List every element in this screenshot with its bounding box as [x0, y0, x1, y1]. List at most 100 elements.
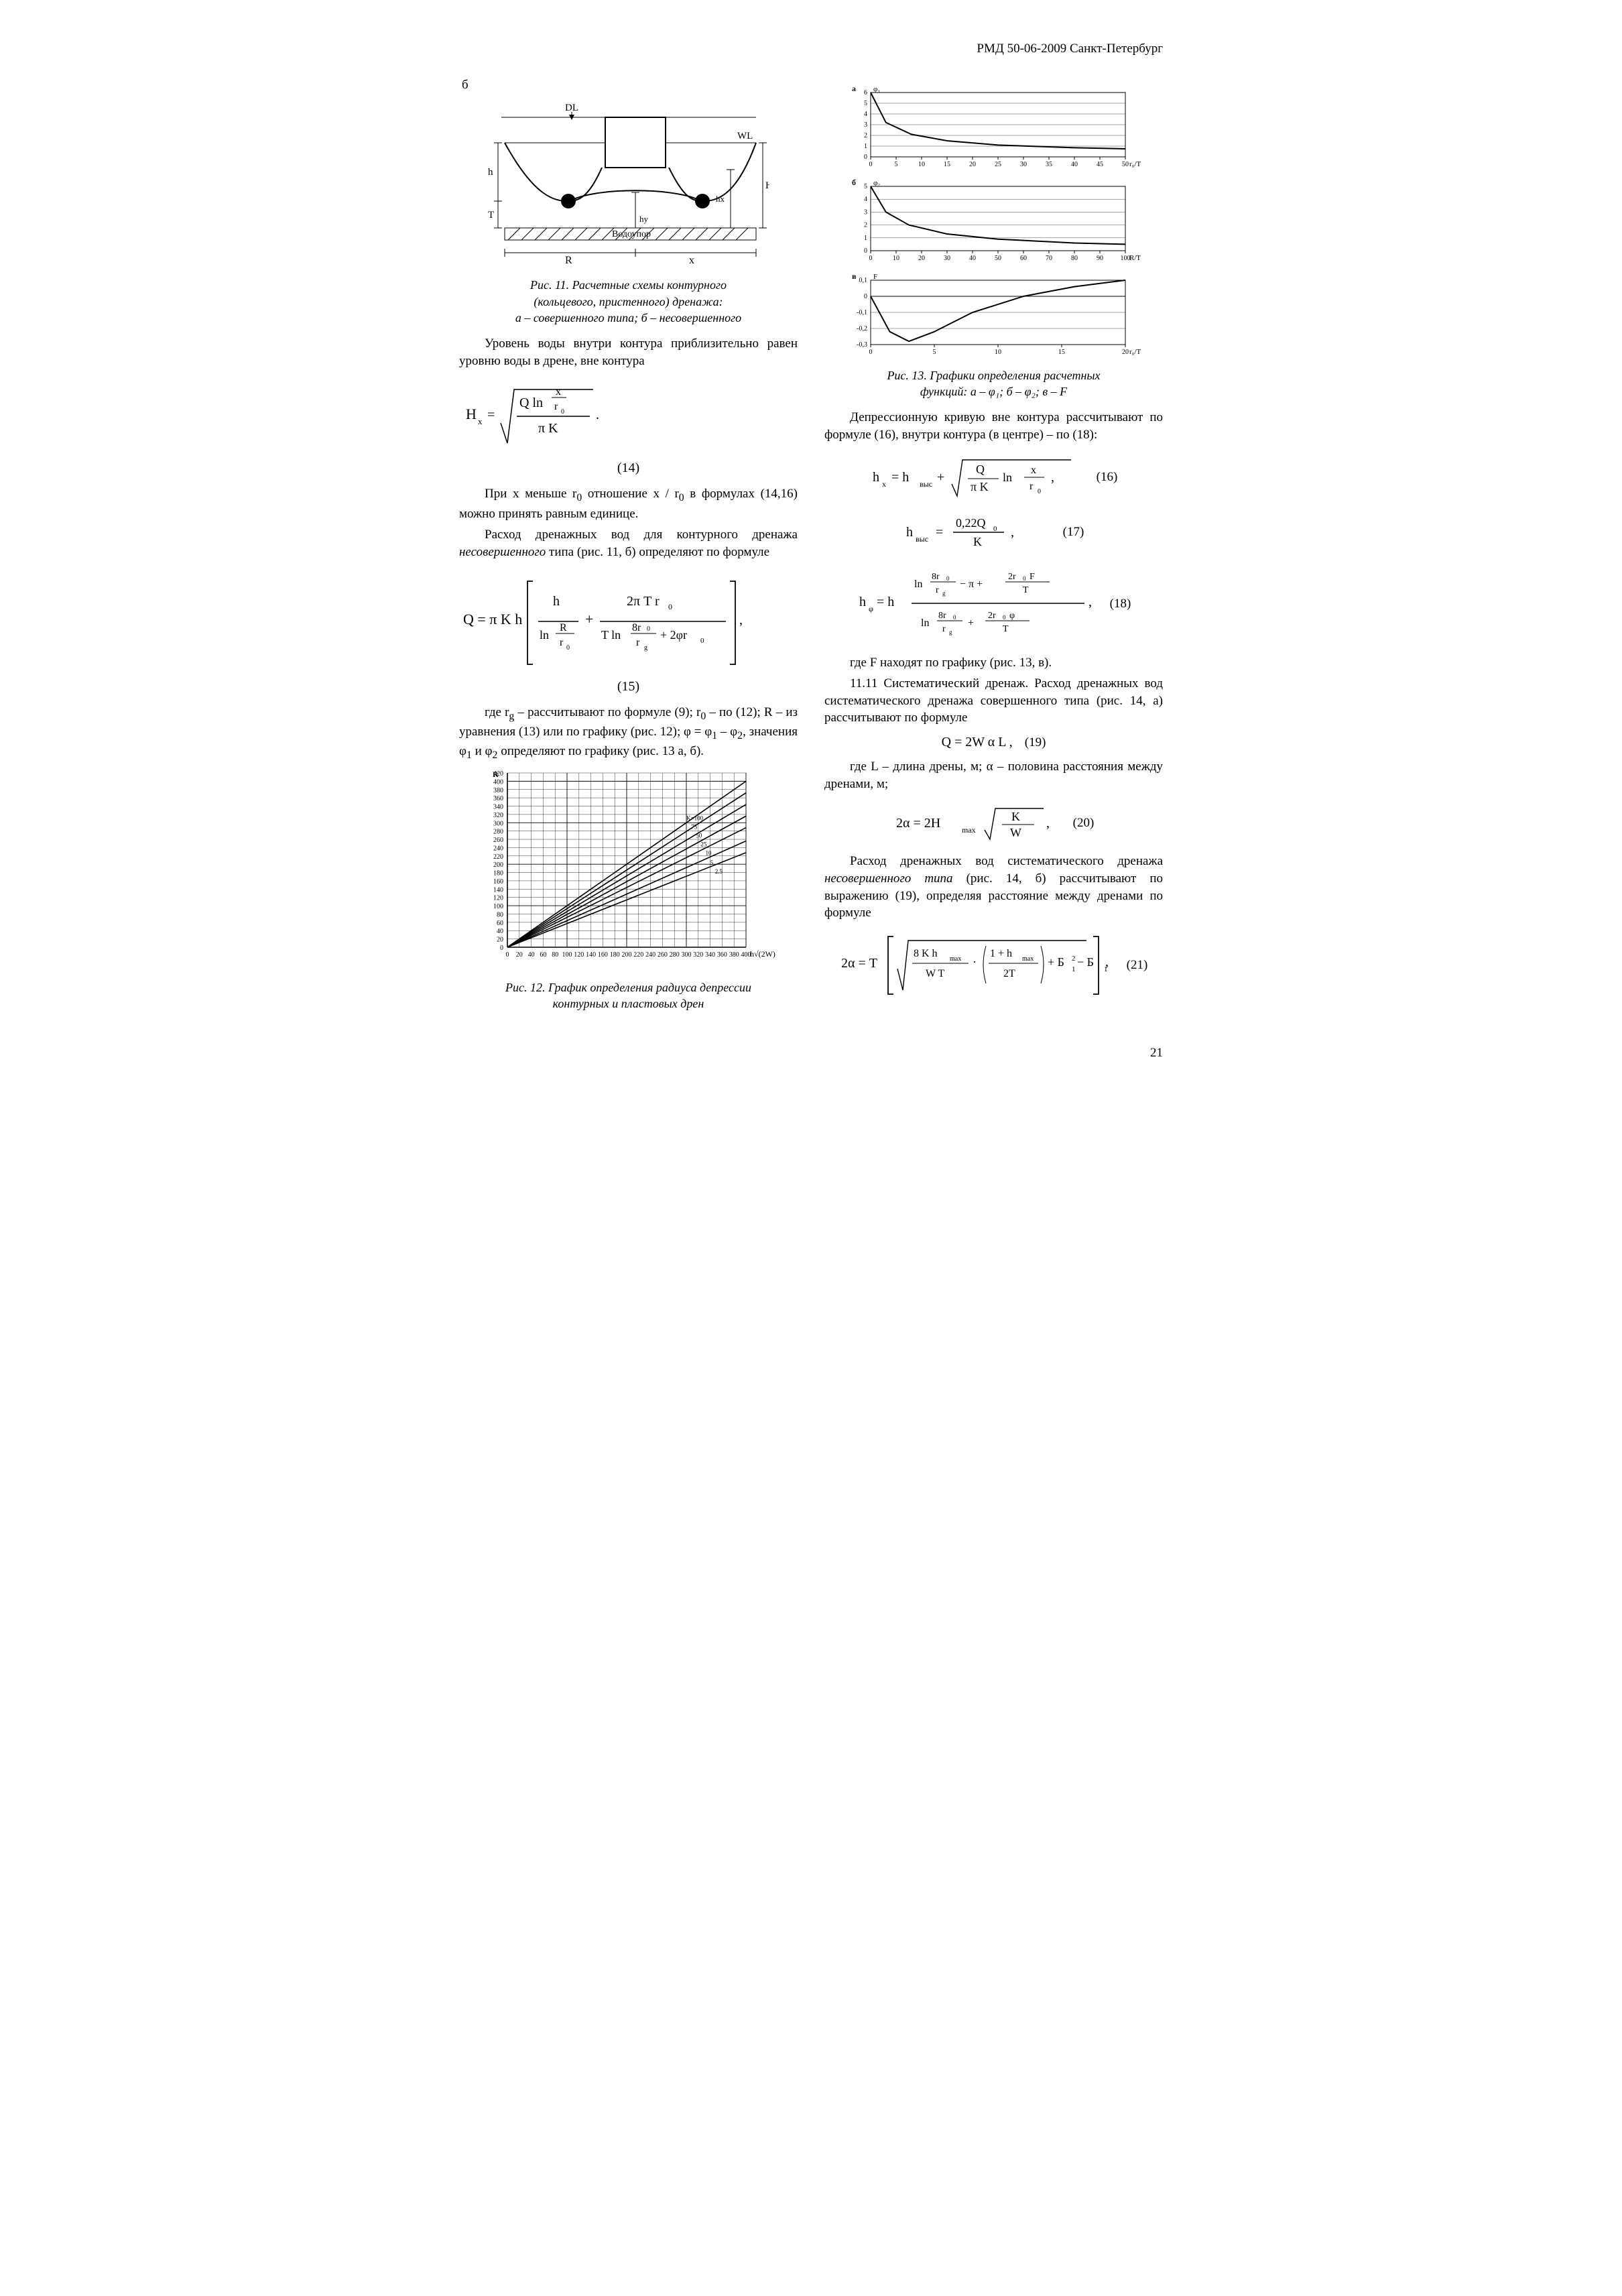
svg-text:K: K	[1011, 810, 1020, 823]
svg-text:80: 80	[1071, 255, 1078, 262]
svg-text:6: 6	[864, 89, 867, 97]
svg-text:+ Б: + Б	[1048, 955, 1064, 969]
svg-text:= h: = h	[877, 595, 894, 609]
svg-text:R: R	[493, 770, 499, 779]
svg-text:120: 120	[574, 951, 584, 959]
svg-text:4: 4	[864, 111, 867, 118]
svg-text:-0,3: -0,3	[857, 341, 867, 349]
svg-text:x: x	[1031, 465, 1036, 476]
svg-text:340: 340	[705, 951, 715, 959]
svg-text:80: 80	[552, 951, 558, 959]
eq20-num: (20)	[1073, 814, 1095, 832]
svg-text:8r: 8r	[932, 572, 940, 582]
svg-text:-0,2: -0,2	[857, 325, 867, 333]
svg-text:60: 60	[497, 920, 503, 927]
fig12-caption: Рис. 12. График определения радиуса депр…	[459, 979, 798, 1012]
svg-text:g: g	[644, 644, 647, 652]
svg-text:35: 35	[1046, 161, 1052, 168]
fig12-caption-l1: Рис. 12. График определения радиуса депр…	[505, 981, 751, 994]
svg-text:g: g	[949, 629, 952, 636]
svg-text:0,1: 0,1	[859, 277, 867, 284]
svg-text:ln: ln	[914, 579, 922, 590]
svg-text:=: =	[936, 525, 943, 540]
svg-text:3: 3	[864, 121, 867, 129]
svg-text:б: б	[852, 178, 856, 187]
svg-text:K=100: K=100	[686, 814, 704, 821]
fig13-charts: 654321005101520253035404550аφ₁r₀/T543210…	[824, 80, 1163, 362]
svg-text:r: r	[942, 624, 946, 634]
svg-text:2π T r: 2π T r	[627, 594, 660, 609]
svg-text:5: 5	[864, 183, 867, 190]
svg-text:40: 40	[969, 255, 976, 262]
svg-text:100: 100	[562, 951, 572, 959]
svg-text:360: 360	[716, 951, 727, 959]
right-p4: где L – длина дрены, м; α – половина рас…	[824, 758, 1163, 792]
svg-text:40: 40	[497, 928, 503, 935]
svg-text:Q ln: Q ln	[519, 396, 543, 410]
svg-text:,: ,	[1011, 525, 1014, 540]
svg-text:ln: ln	[540, 628, 549, 642]
svg-text:40: 40	[527, 951, 534, 959]
svg-text:F: F	[1030, 572, 1035, 582]
svg-text:260: 260	[493, 837, 503, 844]
svg-text:+: +	[968, 617, 974, 629]
svg-text:40: 40	[1071, 161, 1078, 168]
svg-text:0: 0	[500, 945, 503, 952]
svg-text:K: K	[973, 535, 982, 548]
svg-text:45: 45	[1097, 161, 1103, 168]
svg-text:r: r	[636, 637, 640, 648]
svg-text:W T: W T	[926, 968, 945, 979]
fig11-caption-l3: а – совершенного типа; б – несовершенног…	[515, 311, 741, 324]
eq14-num: (14)	[459, 459, 798, 477]
svg-text:H: H	[466, 406, 477, 422]
svg-text:2.5: 2.5	[714, 868, 723, 875]
svg-text:= h: = h	[891, 470, 909, 485]
svg-text:30: 30	[944, 255, 950, 262]
svg-text:r: r	[1030, 481, 1034, 492]
svg-text:φ: φ	[869, 604, 873, 613]
label-H: H	[765, 180, 769, 191]
svg-text:50: 50	[995, 255, 1001, 262]
svg-text:10: 10	[918, 161, 925, 168]
svg-text:15: 15	[1058, 349, 1065, 356]
label-T: T	[488, 210, 494, 221]
svg-text:200: 200	[493, 861, 503, 869]
svg-text:ln: ln	[1003, 471, 1012, 484]
svg-text:2α = 2H: 2α = 2H	[896, 816, 940, 831]
svg-text:260: 260	[657, 951, 667, 959]
svg-text:0: 0	[864, 293, 867, 300]
svg-text:140: 140	[586, 951, 596, 959]
svg-text:0: 0	[869, 161, 872, 168]
svg-text:+: +	[585, 611, 593, 627]
svg-text:1 + h: 1 + h	[990, 948, 1012, 959]
eq21: 2α = T 8 K hmax W T · 1 + hmax	[824, 928, 1163, 1002]
svg-text:,: ,	[1051, 470, 1054, 485]
svg-text:h: h	[873, 470, 879, 485]
panel-b-label: б	[462, 76, 798, 94]
right-column: 654321005101520253035404550аφ₁r₀/T543210…	[824, 76, 1163, 1022]
svg-text:5: 5	[864, 100, 867, 107]
left-p3: Расход дренажных вод для контурного дрен…	[459, 526, 798, 560]
fig12-chart: 4204003803603403203002802602402202001801…	[459, 766, 798, 974]
svg-text:220: 220	[633, 951, 643, 959]
svg-text:h: h	[859, 595, 866, 609]
eq19: Q = 2W α L , (19)	[824, 733, 1163, 751]
svg-text:0: 0	[1023, 575, 1026, 582]
label-hx: hх	[716, 194, 725, 204]
svg-text:ln: ln	[921, 617, 929, 629]
svg-text:25: 25	[700, 841, 707, 847]
eq19-num: (19)	[1025, 734, 1046, 751]
svg-text:φ₂: φ₂	[873, 179, 880, 187]
svg-text:50: 50	[696, 832, 702, 839]
svg-text:30: 30	[1020, 161, 1027, 168]
svg-text:π K: π K	[971, 480, 989, 493]
svg-text:0: 0	[566, 644, 570, 652]
svg-text:φ₁: φ₁	[873, 85, 880, 93]
svg-text:R/T: R/T	[1129, 254, 1141, 262]
svg-text:80: 80	[497, 911, 503, 918]
svg-text:340: 340	[493, 804, 503, 811]
svg-text:− π +: − π +	[960, 579, 983, 590]
svg-text:h: h	[553, 594, 560, 609]
svg-text:2r: 2r	[1008, 572, 1016, 582]
svg-text:0: 0	[864, 247, 867, 255]
